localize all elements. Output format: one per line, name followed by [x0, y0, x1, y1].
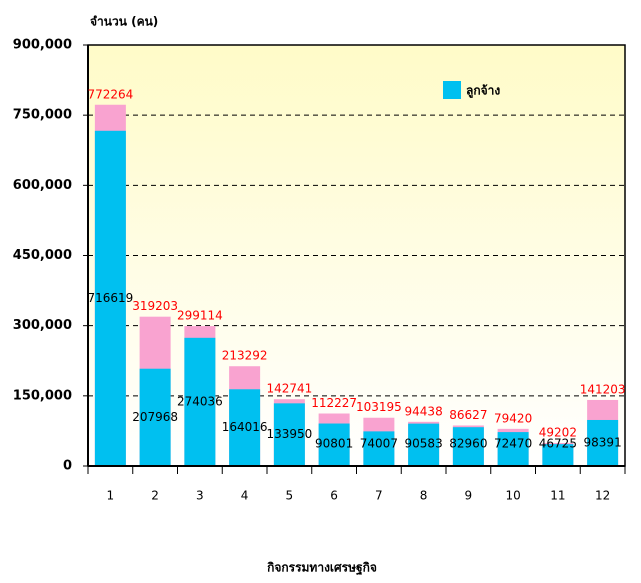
- x-tick-label: 7: [375, 489, 383, 503]
- y-axis-label: จำนวน (คน): [90, 15, 158, 29]
- legend-label: ลูกจ้าง: [466, 84, 500, 99]
- bar: [318, 423, 350, 466]
- total-label: 103195: [356, 400, 402, 414]
- bar: [273, 403, 305, 466]
- value-label: 207968: [132, 410, 178, 424]
- y-tick-label: 750,000: [13, 108, 72, 123]
- bar: [363, 431, 395, 466]
- total-label: 86627: [449, 408, 487, 422]
- x-tick-label: 5: [286, 489, 294, 503]
- value-label: 98391: [584, 435, 622, 449]
- x-tick-label: 12: [595, 489, 610, 503]
- bar: [542, 444, 574, 466]
- total-label: 79420: [494, 411, 532, 425]
- x-tick-label: 2: [151, 489, 159, 503]
- x-tick-label: 10: [505, 489, 520, 503]
- total-label: 49202: [539, 425, 577, 439]
- y-tick-label: 450,000: [13, 248, 72, 263]
- bar: [497, 432, 529, 466]
- x-tick-label: 1: [107, 489, 115, 503]
- total-label: 319203: [132, 299, 178, 313]
- total-label: 142741: [266, 382, 312, 396]
- value-label: 74007: [360, 437, 398, 451]
- y-tick-label: 300,000: [13, 318, 72, 333]
- y-tick-label: 600,000: [13, 178, 72, 193]
- x-axis-label: กิจกรรมทางเศรษฐกิจ: [267, 561, 377, 576]
- value-label: 46725: [539, 437, 577, 451]
- total-label: 112227: [311, 396, 357, 410]
- x-tick-label: 9: [465, 489, 473, 503]
- value-label: 82960: [449, 437, 487, 451]
- bar: [452, 427, 484, 466]
- bar: [408, 423, 440, 466]
- x-tick-label: 3: [196, 489, 204, 503]
- total-label: 299114: [177, 309, 223, 323]
- x-tick-label: 11: [550, 489, 565, 503]
- value-label: 90583: [405, 437, 443, 451]
- y-tick-label: 150,000: [13, 388, 72, 403]
- value-label: 274036: [177, 394, 223, 408]
- value-label: 72470: [494, 437, 532, 451]
- bar: [94, 130, 126, 466]
- value-label: 716619: [87, 291, 133, 305]
- total-label: 94438: [405, 404, 443, 418]
- legend-swatch: [443, 81, 461, 99]
- x-tick-label: 4: [241, 489, 249, 503]
- bar: [587, 419, 619, 466]
- bar: [139, 368, 171, 466]
- total-label: 213292: [222, 349, 268, 363]
- y-tick-label: 0: [63, 459, 72, 474]
- total-label: 141203: [580, 382, 626, 396]
- bar: [229, 389, 261, 466]
- bar: [184, 337, 216, 466]
- value-label: 90801: [315, 437, 353, 451]
- x-tick-label: 8: [420, 489, 428, 503]
- y-tick-label: 900,000: [13, 38, 72, 53]
- x-tick-label: 6: [330, 489, 338, 503]
- plot-area: [87, 44, 626, 467]
- value-label: 133950: [266, 427, 312, 441]
- total-label: 772264: [87, 87, 133, 101]
- value-label: 164016: [222, 420, 268, 434]
